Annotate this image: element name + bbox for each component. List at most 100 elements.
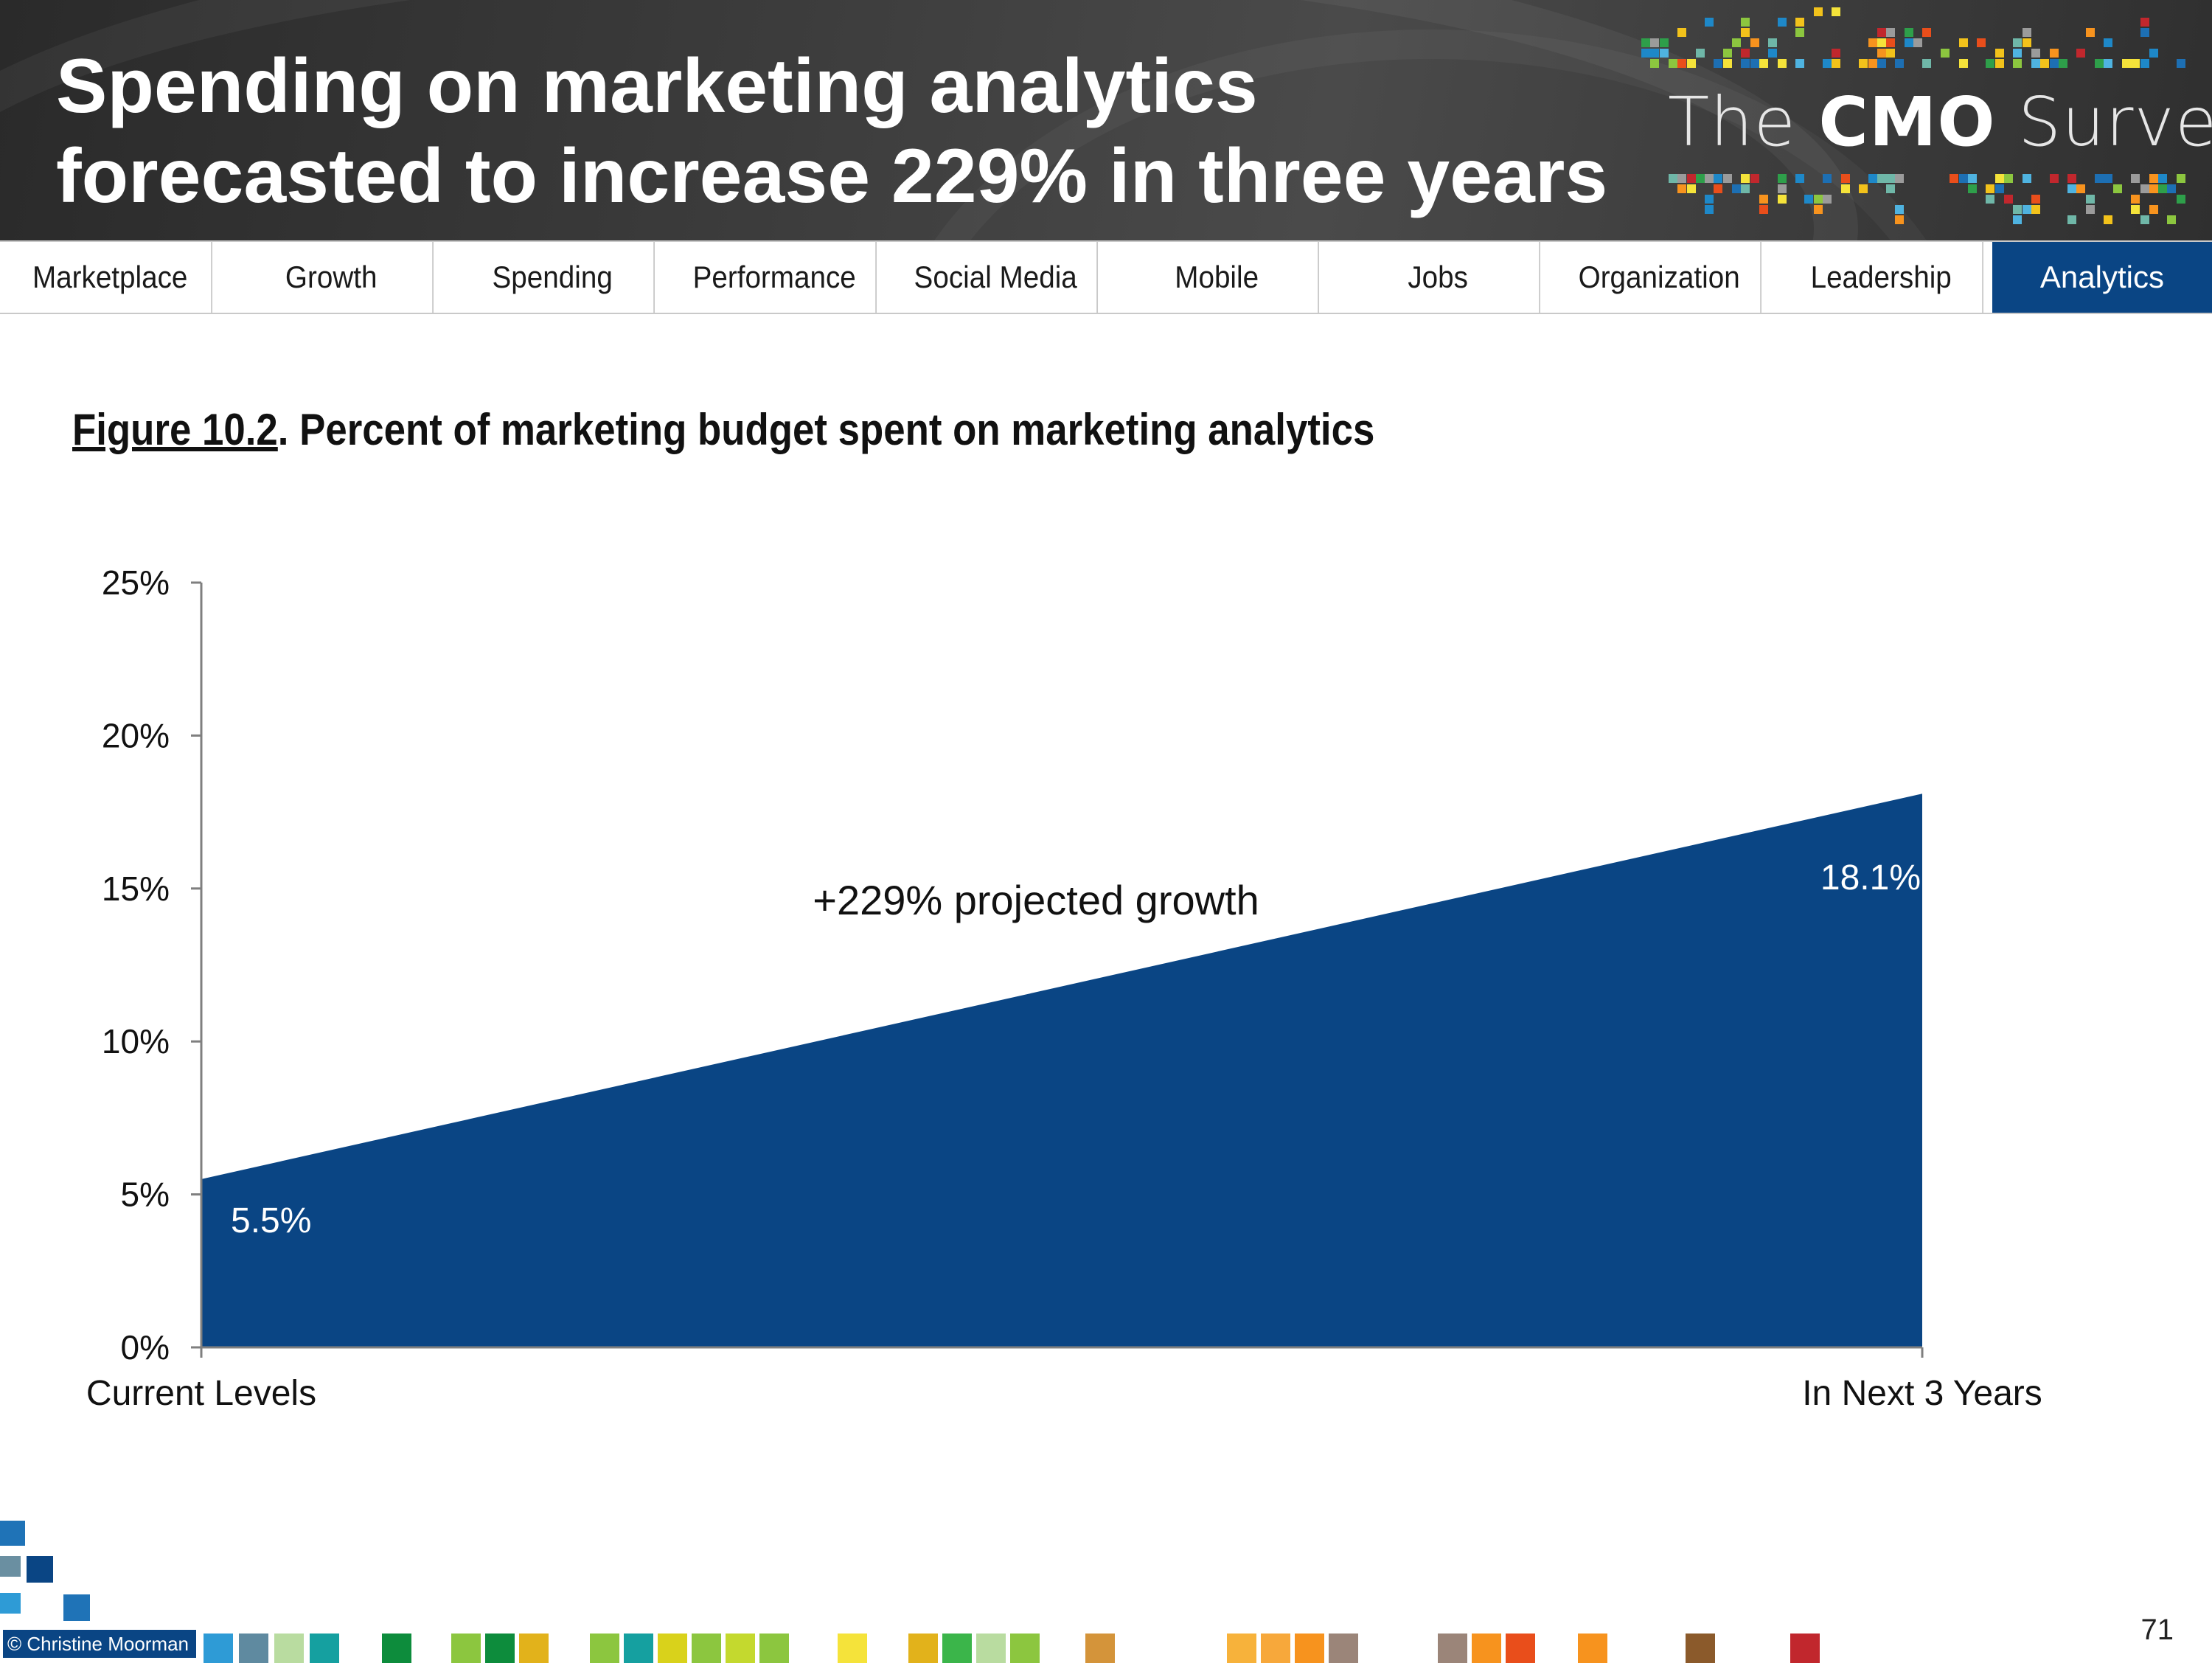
footer-color-block bbox=[976, 1634, 1006, 1663]
figure-caption-text: . Percent of marketing budget spent on m… bbox=[277, 405, 1375, 454]
y-tick-label: 20% bbox=[102, 716, 170, 754]
nav-tab-analytics[interactable]: Analytics bbox=[1992, 242, 2212, 313]
logo-pixel bbox=[1759, 205, 1768, 214]
logo-pixel bbox=[1722, 59, 1732, 68]
logo-pixel bbox=[2013, 49, 2023, 58]
footer-color-block bbox=[310, 1634, 339, 1663]
logo-pixel bbox=[1659, 49, 1669, 58]
logo-pixel bbox=[2104, 59, 2113, 68]
logo-pixel bbox=[1714, 184, 1723, 193]
logo-pixel bbox=[2176, 174, 2185, 183]
logo-pixel bbox=[1741, 184, 1750, 193]
logo-pixel bbox=[1777, 195, 1787, 204]
logo-pixel bbox=[2131, 59, 2140, 68]
footer-color-block bbox=[624, 1634, 653, 1663]
logo-pixel bbox=[2112, 184, 2122, 193]
nav-tab-jobs[interactable]: Jobs bbox=[1337, 242, 1541, 313]
logo-prefix: The bbox=[1668, 83, 1819, 162]
logo-pixel bbox=[2076, 184, 2086, 193]
logo-pixel bbox=[1967, 184, 1977, 193]
logo-pixel bbox=[1877, 59, 1886, 68]
figure-caption: Figure 10.2. Percent of marketing budget… bbox=[72, 404, 1374, 455]
nav-tab-social-media[interactable]: Social Media bbox=[894, 242, 1099, 313]
logo-pixel bbox=[1777, 59, 1787, 68]
logo-pixel bbox=[2140, 28, 2149, 37]
logo-pixel bbox=[2031, 205, 2040, 214]
logo-pixel bbox=[2022, 174, 2031, 183]
nav-tab-performance[interactable]: Performance bbox=[673, 242, 877, 313]
logo-pixel bbox=[1840, 184, 1850, 193]
logo-pixel bbox=[1886, 49, 1896, 58]
logo-pixel-strip bbox=[1641, 7, 2187, 74]
logo-pixel bbox=[2131, 205, 2140, 214]
footer-color-block bbox=[1438, 1634, 1467, 1663]
footer-color-block bbox=[274, 1634, 304, 1663]
logo-pixel bbox=[1994, 184, 2004, 193]
logo-pixel bbox=[1768, 49, 1778, 58]
nav-tab-spending[interactable]: Spending bbox=[451, 242, 655, 313]
nav-tab-organization[interactable]: Organization bbox=[1558, 242, 1762, 313]
logo-pixel bbox=[2031, 59, 2040, 68]
logo-pixel bbox=[1677, 174, 1687, 183]
footer-color-block bbox=[1329, 1634, 1358, 1663]
y-tick-label: 25% bbox=[102, 563, 170, 602]
logo-pixel bbox=[1859, 184, 1868, 193]
growth-annotation: +229% projected growth bbox=[813, 877, 1259, 923]
logo-pixel bbox=[2067, 184, 2077, 193]
logo-pixel bbox=[1677, 28, 1687, 37]
logo-pixel bbox=[1958, 59, 1968, 68]
logo-pixel bbox=[1832, 49, 1841, 58]
logo-pixel bbox=[2004, 174, 2013, 183]
logo-pixel bbox=[1714, 59, 1723, 68]
logo-pixel bbox=[1913, 38, 1922, 47]
logo-pixel bbox=[1804, 195, 1814, 204]
y-tick-label: 10% bbox=[102, 1022, 170, 1060]
logo-pixel bbox=[2013, 205, 2023, 214]
section-nav: Marketplace Growth Spending Performance Soci… bbox=[0, 240, 2212, 314]
logo-pixel bbox=[2104, 38, 2113, 47]
footer-color-block bbox=[519, 1634, 549, 1663]
logo-pixel bbox=[1994, 174, 2004, 183]
logo-pixel bbox=[1795, 59, 1805, 68]
logo-pixel bbox=[1895, 174, 1905, 183]
logo-pixel bbox=[1705, 205, 1714, 214]
logo-pixel bbox=[2140, 215, 2149, 224]
y-tick-label: 15% bbox=[102, 869, 170, 908]
logo-pixel bbox=[1967, 174, 1977, 183]
footer-color-block bbox=[239, 1634, 268, 1663]
footer-color-block bbox=[451, 1634, 481, 1663]
logo-pixel-strip bbox=[1641, 170, 2187, 229]
logo-pixel bbox=[2085, 205, 2095, 214]
logo-pixel bbox=[2176, 195, 2185, 204]
nav-tab-growth[interactable]: Growth bbox=[230, 242, 434, 313]
logo-pixel bbox=[1741, 18, 1750, 27]
figure-number[interactable]: Figure 10.2 bbox=[72, 405, 278, 454]
logo-pixel bbox=[1659, 38, 1669, 47]
logo-pixel bbox=[1705, 18, 1714, 27]
logo-pixel bbox=[1813, 195, 1823, 204]
logo-pixel bbox=[2049, 59, 2059, 68]
logo-pixel bbox=[1777, 174, 1787, 183]
footer-decoration bbox=[0, 1512, 2212, 1663]
logo-pixel bbox=[1795, 28, 1805, 37]
logo-pixel bbox=[1750, 59, 1759, 68]
logo-pixel bbox=[1641, 49, 1650, 58]
nav-tab-leadership[interactable]: Leadership bbox=[1780, 242, 1983, 313]
logo-pixel bbox=[1750, 174, 1759, 183]
logo-pixel bbox=[2131, 174, 2140, 183]
logo-pixel bbox=[2040, 59, 2050, 68]
footer-color-block bbox=[1261, 1634, 1290, 1663]
footer-color-block bbox=[658, 1634, 687, 1663]
logo-pixel bbox=[1886, 184, 1896, 193]
logo-pixel bbox=[1695, 174, 1705, 183]
logo-pixel bbox=[2013, 59, 2023, 68]
footer-color-block bbox=[1506, 1634, 1535, 1663]
logo-pixel bbox=[2167, 215, 2177, 224]
nav-tab-mobile[interactable]: Mobile bbox=[1116, 242, 1320, 313]
cmo-survey-logo: The CMO Survey bbox=[1668, 81, 2212, 164]
logo-pixel bbox=[1977, 38, 1986, 47]
logo-pixel bbox=[1677, 59, 1687, 68]
nav-tab-marketplace[interactable]: Marketplace bbox=[9, 242, 213, 313]
logo-pixel bbox=[2049, 49, 2059, 58]
logo-pixel bbox=[2022, 38, 2031, 47]
